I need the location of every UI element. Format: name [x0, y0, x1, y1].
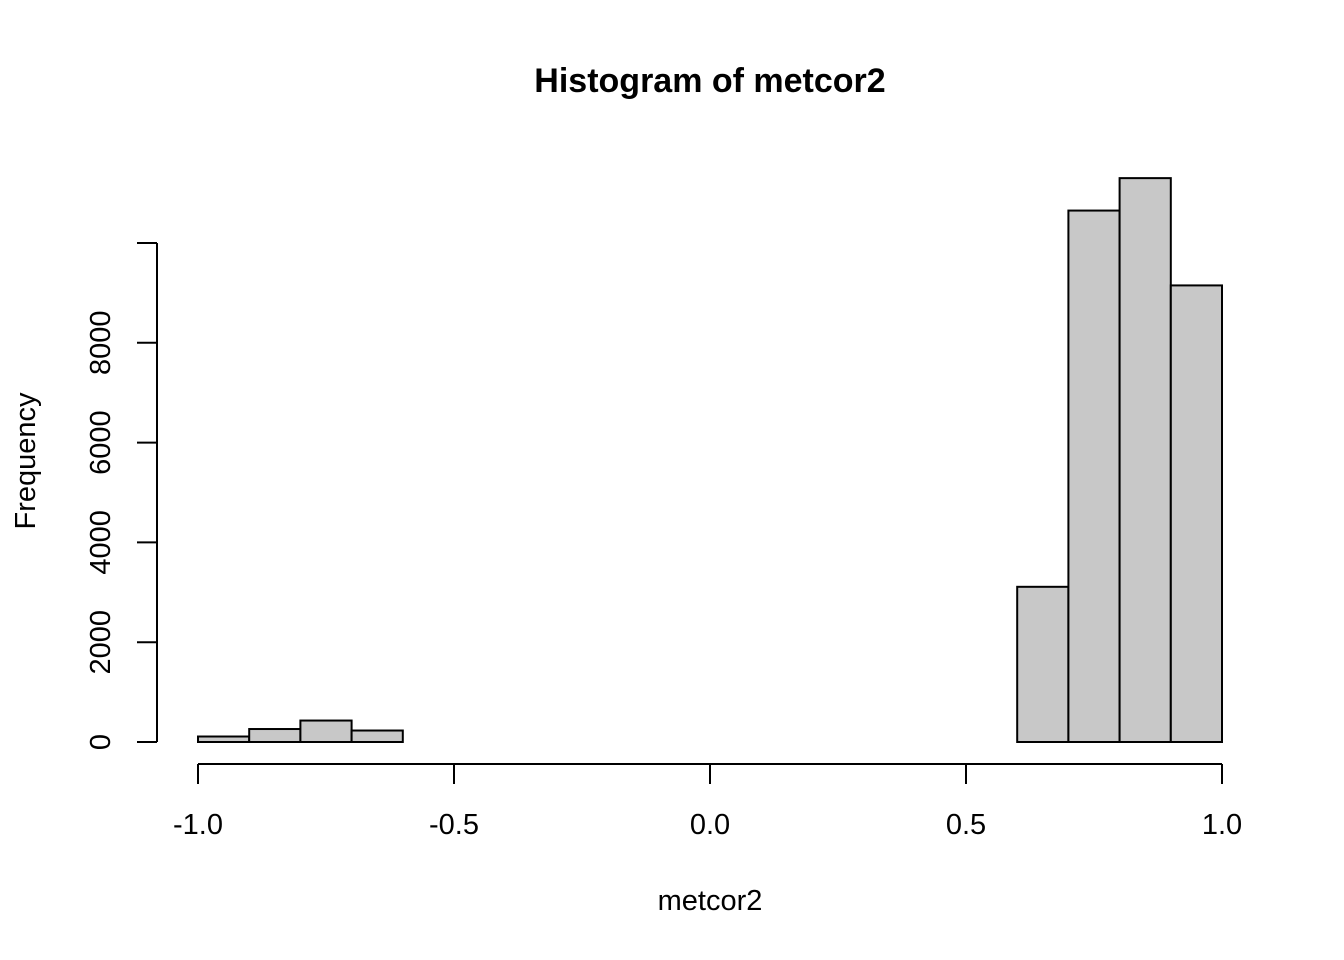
histogram-bar [299, 719, 353, 744]
x-tick-label: 0.5 [946, 809, 986, 841]
y-tick-label: 4000 [85, 510, 117, 575]
histogram-bar [350, 729, 404, 744]
histogram-bar [1118, 177, 1172, 743]
x-axis-ticks: -1.0 -0.5 0.0 0.5 1.0 [173, 764, 1242, 841]
x-tick-label: 0.0 [690, 809, 730, 841]
y-axis-ticks: 0 2000 4000 6000 8000 [85, 242, 157, 750]
bars-group [197, 177, 1224, 744]
y-tick-label: 0 [85, 734, 117, 750]
y-axis-label: Frequency [10, 392, 42, 530]
x-axis-label: metcor2 [658, 885, 763, 917]
histogram-bar [1016, 585, 1070, 743]
x-tick-label: 1.0 [1202, 809, 1242, 841]
histogram-bar [248, 728, 302, 744]
x-tick-label: -1.0 [173, 809, 223, 841]
y-tick-label: 2000 [85, 610, 117, 675]
histogram-bar [1169, 284, 1224, 743]
y-tick-label: 8000 [85, 311, 117, 376]
histogram-bar [1067, 209, 1121, 743]
histogram-bar [197, 735, 251, 743]
x-tick-label: -0.5 [429, 809, 479, 841]
y-tick-label: 6000 [85, 410, 117, 475]
chart-title: Histogram of metcor2 [534, 62, 885, 100]
